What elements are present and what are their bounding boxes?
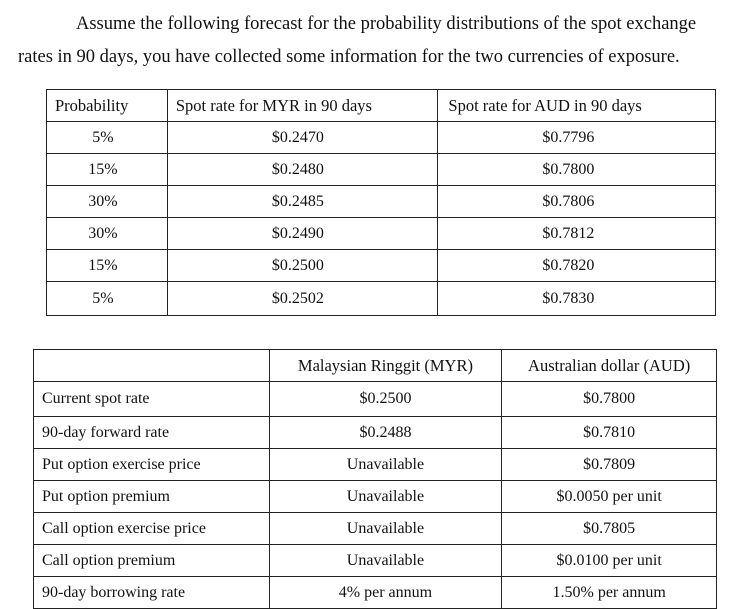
myr-value-cell: $0.2488 <box>268 416 503 449</box>
probability-cell: 15% <box>46 153 168 186</box>
aud-value-cell: $0.7809 <box>501 448 717 481</box>
aud-rate-cell: $0.7820 <box>437 249 716 282</box>
aud-value-cell: 1.50% per annum <box>501 576 717 609</box>
column-header-probability: Probability <box>46 89 168 122</box>
row-label: Current spot rate <box>33 381 270 417</box>
myr-value-cell: Unavailable <box>268 480 503 513</box>
probability-cell: 30% <box>46 217 168 250</box>
probability-cell: 15% <box>46 249 168 282</box>
table-row: 5% $0.2502 $0.7830 <box>46 281 716 316</box>
intro-paragraph: Assume the following forecast for the pr… <box>18 14 697 67</box>
row-label: 90-day borrowing rate <box>33 576 270 609</box>
aud-value-cell: $0.0100 per unit <box>501 544 717 577</box>
myr-value-cell: Unavailable <box>268 512 503 545</box>
aud-rate-cell: $0.7796 <box>437 121 716 154</box>
table-row: 30% $0.2490 $0.7812 <box>46 217 716 250</box>
forecast-table: Probability Spot rate for MYR in 90 days… <box>46 89 716 316</box>
aud-value-cell: $0.7810 <box>501 416 717 449</box>
myr-value-cell: 4% per annum <box>268 576 503 609</box>
myr-value-cell: $0.2500 <box>268 381 503 417</box>
myr-value-cell: Unavailable <box>268 448 503 481</box>
table-row: 15% $0.2500 $0.7820 <box>46 249 716 282</box>
table-row: 90-day borrowing rate 4% per annum 1.50%… <box>33 576 717 609</box>
row-label: 90-day forward rate <box>33 416 270 449</box>
aud-rate-cell: $0.7830 <box>437 281 716 316</box>
aud-rate-cell: $0.7806 <box>437 185 716 218</box>
column-header-aud: Australian dollar (AUD) <box>501 349 717 382</box>
table-row: Put option premium Unavailable $0.0050 p… <box>33 480 717 513</box>
column-header-aud: Spot rate for AUD in 90 days <box>437 89 716 122</box>
row-label: Put option premium <box>33 480 270 513</box>
aud-value-cell: $0.7805 <box>501 512 717 545</box>
table-row: 5% $0.2470 $0.7796 <box>46 121 716 154</box>
myr-rate-cell: $0.2480 <box>166 153 439 186</box>
table-row: Current spot rate $0.2500 $0.7800 <box>33 381 717 417</box>
myr-value-cell: Unavailable <box>268 544 503 577</box>
column-header-myr: Spot rate for MYR in 90 days <box>166 89 439 122</box>
table-row: 90-day forward rate $0.2488 $0.7810 <box>33 416 717 449</box>
probability-cell: 5% <box>46 281 168 316</box>
currency-info-table: Malaysian Ringgit (MYR) Australian dolla… <box>33 349 717 609</box>
myr-rate-cell: $0.2502 <box>166 281 439 316</box>
aud-value-cell: $0.7800 <box>501 381 717 417</box>
table-row: Call option premium Unavailable $0.0100 … <box>33 544 717 577</box>
table-row: 30% $0.2485 $0.7806 <box>46 185 716 218</box>
probability-cell: 30% <box>46 185 168 218</box>
aud-rate-cell: $0.7800 <box>437 153 716 186</box>
aud-rate-cell: $0.7812 <box>437 217 716 250</box>
aud-value-cell: $0.0050 per unit <box>501 480 717 513</box>
row-label: Call option premium <box>33 544 270 577</box>
myr-rate-cell: $0.2470 <box>166 121 439 154</box>
myr-rate-cell: $0.2500 <box>166 249 439 282</box>
column-header-myr: Malaysian Ringgit (MYR) <box>268 349 503 382</box>
table-row: Call option exercise price Unavailable $… <box>33 512 717 545</box>
myr-rate-cell: $0.2490 <box>166 217 439 250</box>
table-row: Put option exercise price Unavailable $0… <box>33 448 717 481</box>
row-label: Call option exercise price <box>33 512 270 545</box>
myr-rate-cell: $0.2485 <box>166 185 439 218</box>
table-header-row: Malaysian Ringgit (MYR) Australian dolla… <box>33 349 717 382</box>
column-header-empty <box>33 349 270 382</box>
table-row: 15% $0.2480 $0.7800 <box>46 153 716 186</box>
row-label: Put option exercise price <box>33 448 270 481</box>
table-header-row: Probability Spot rate for MYR in 90 days… <box>46 89 716 122</box>
probability-cell: 5% <box>46 121 168 154</box>
